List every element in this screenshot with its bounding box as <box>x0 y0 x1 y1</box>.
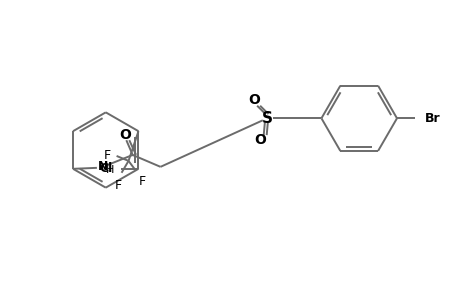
Text: Br: Br <box>424 112 439 125</box>
Text: N: N <box>97 160 108 173</box>
Text: F: F <box>115 179 122 192</box>
Text: O: O <box>253 133 265 147</box>
Text: F: F <box>103 149 111 162</box>
Text: O: O <box>247 94 259 107</box>
Text: O: O <box>118 128 130 142</box>
Text: H: H <box>106 165 114 175</box>
Text: F: F <box>138 175 146 188</box>
Text: Cl: Cl <box>99 162 112 175</box>
Text: S: S <box>262 111 273 126</box>
